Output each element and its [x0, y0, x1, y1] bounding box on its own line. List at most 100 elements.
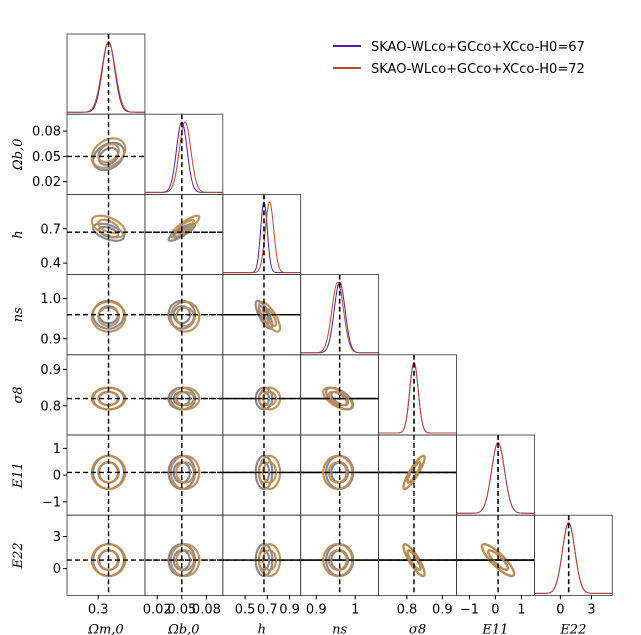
ytick-label-ns-0: 0.9 [40, 332, 61, 347]
contour-2sigma-Om-Ob-1 [90, 137, 127, 169]
ytick-label-h-0: 0.4 [40, 257, 61, 272]
panel-s8-E11 [378, 434, 457, 516]
panel-Om-Ob [66, 113, 146, 195]
xtick-label-h-2: 0.9 [279, 602, 300, 617]
panel-Om-E11 [66, 434, 146, 516]
ytick-label-Ob-0: 0.02 [32, 175, 61, 190]
panel-h-E22 [222, 514, 302, 596]
contour-1sigma-Om-ns-1 [97, 306, 120, 327]
contour-2sigma-ns-s8-1 [322, 386, 354, 411]
ytick-label-Ob-1: 0.05 [32, 150, 61, 165]
panel-Om-s8 [66, 354, 146, 436]
panel-frame [66, 113, 146, 195]
ytick-label-E11-2: 1 [53, 442, 61, 457]
panel-frame [222, 354, 302, 436]
yaxis-label-E22: E22 [11, 542, 26, 569]
contour-1sigma-Ob-h-1 [175, 218, 195, 235]
contour-1sigma-Om-Ob-1 [97, 142, 120, 164]
panel-E11-E11 [456, 434, 535, 516]
marginal-curve-E22-1 [534, 522, 613, 594]
panel-s8-E22 [378, 514, 457, 596]
xtick-label-Om-0: 0.3 [88, 602, 109, 617]
contour-1sigma-ns-s8-1 [327, 390, 348, 407]
yaxis-label-h: h [11, 230, 26, 238]
panel-frame [456, 514, 535, 596]
panel-content [90, 515, 127, 596]
panel-content [167, 435, 201, 516]
xtick-label-Ob-1: 0.05 [167, 602, 196, 617]
xtick-label-s8-1: 0.9 [432, 602, 453, 617]
ytick-label-ns-1: 1.0 [40, 292, 61, 307]
panel-content [90, 194, 127, 275]
panel-content [456, 435, 535, 516]
panel-frame [66, 514, 146, 596]
yaxis-label-s8: σ8 [11, 386, 26, 403]
marginal-curve-s8-1 [378, 362, 457, 434]
xaxis-label-Ob: Ωb,0 [167, 622, 200, 635]
ytick-label-s8-0: 0.8 [40, 399, 61, 414]
panel-Ob-s8 [144, 354, 224, 436]
contour-1sigma-Om-s8-1 [97, 390, 120, 407]
marginal-curve-s8-0 [378, 362, 457, 434]
panel-frame [534, 514, 613, 596]
contour-1sigma-Om-E11-1 [97, 461, 120, 484]
panel-E11-E22 [456, 514, 535, 596]
legend-label-72: SKAO-WLco+GCco+XCco-H0=72 [371, 62, 585, 77]
contour-2sigma-Ob-h-1 [169, 214, 201, 239]
marginal-curve-Om-0 [67, 41, 145, 113]
panel-content [322, 515, 355, 596]
panel-ns-ns [300, 274, 380, 356]
panel-content [254, 515, 282, 596]
panel-frame [144, 354, 224, 436]
xaxis-label-Om: Ωm,0 [87, 622, 124, 635]
panel-Om-h [66, 193, 146, 275]
panel-content [167, 515, 201, 596]
panel-content [222, 194, 301, 275]
panel-frame [378, 354, 457, 436]
panel-content [167, 354, 201, 435]
panel-ns-s8 [300, 354, 380, 436]
contour-1sigma-E11-E22-1 [487, 549, 510, 571]
panel-h-s8 [222, 354, 302, 436]
panel-Om-E22 [66, 514, 146, 596]
contour-2sigma-Om-ns-1 [90, 300, 127, 333]
marginal-curve-h-1 [222, 201, 301, 274]
xtick-label-h-1: 0.7 [257, 602, 278, 617]
contour-1sigma-Ob-E22-1 [175, 549, 195, 571]
xtick-label-s8-0: 0.8 [397, 602, 418, 617]
contour-2sigma-Om-h-0 [91, 222, 126, 242]
yaxis-label-E11: E11 [11, 462, 26, 489]
panel-content [90, 114, 127, 195]
contour-1sigma-s8-E11-1 [406, 461, 422, 484]
panel-content [167, 194, 201, 275]
panel-content [254, 435, 282, 516]
xtick-label-ns-0: 0.9 [306, 602, 327, 617]
legend-label-67: SKAO-WLco+GCco+XCco-H0=67 [371, 40, 585, 55]
panel-content [402, 515, 426, 596]
panel-frame [66, 434, 146, 516]
panel-h-h [222, 193, 302, 275]
panel-Ob-E22 [144, 514, 224, 596]
yaxis-label-ns: ns [11, 307, 26, 322]
xaxis-label-s8: σ8 [409, 622, 426, 635]
marginal-curve-Om-1 [67, 41, 145, 113]
panel-Ob-E11 [144, 434, 224, 516]
xtick-label-E11-2: 1 [517, 602, 525, 617]
panel-content [480, 515, 516, 596]
ytick-label-E22-0: 0 [53, 562, 61, 577]
xtick-label-ns-1: 1 [351, 602, 359, 617]
panel-s8-s8 [378, 354, 457, 436]
contour-1sigma-Om-h-1 [97, 218, 120, 235]
ytick-label-s8-1: 0.9 [40, 363, 61, 378]
panel-frame [66, 354, 146, 436]
panel-content [67, 34, 145, 115]
panel-frame [222, 434, 302, 516]
panel-frame [222, 514, 302, 596]
xtick-label-E22-1: 3 [587, 602, 595, 617]
ytick-label-E22-1: 3 [53, 530, 61, 545]
xtick-label-h-0: 0.5 [235, 602, 256, 617]
xtick-label-E11-1: 0 [491, 602, 499, 617]
contour-2sigma-Ob-ns-1 [169, 300, 201, 333]
panel-h-E11 [222, 434, 302, 516]
